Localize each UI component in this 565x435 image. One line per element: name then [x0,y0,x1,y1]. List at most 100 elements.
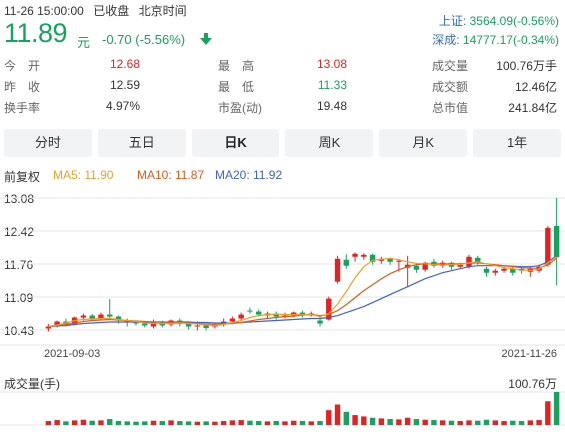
volume-bar [107,419,113,425]
volume-bar [238,420,244,425]
volume-bar [343,411,350,425]
volume-bar [177,421,183,425]
volume-bar [185,421,192,425]
volume-bar [291,420,297,425]
volume-bar [396,419,402,425]
volume-bar [317,421,323,425]
candle-body [396,260,402,262]
candle-body [203,325,209,329]
candle-body [89,315,95,319]
volume-bar [247,420,253,425]
candle-body [255,311,262,315]
adjust-mode[interactable]: 前复权 [4,170,41,184]
candle-body [185,323,192,327]
x-start-date: 2021-09-03 [44,348,101,360]
volume-bar [457,421,463,425]
arrow-down-icon [200,33,212,45]
index-value: 14777.17(-0.34%) [462,33,559,47]
volume-bar [448,420,455,425]
stat-value-market-cap: 241.84亿 [508,101,557,115]
stat-label-market-cap: 总市值 [432,101,469,115]
candle-body [238,314,244,319]
candle-body [387,258,393,262]
stat-label-prev-close: 昨 收 [4,80,41,94]
candle-body [107,314,113,317]
stat-label-amount: 成交额 [432,80,469,94]
stat-label-open: 今 开 [4,59,41,73]
candle-body [54,321,60,326]
volume-bar [133,421,139,425]
volume-bar [553,392,560,425]
candle-body [247,310,253,312]
volume-max-label: 100.76万 [508,377,557,391]
tab-weekly-k[interactable]: 周K [285,129,374,157]
candle-body [229,318,236,322]
volume-bar [45,421,52,425]
candle-body [466,256,472,267]
volume-bar [63,421,69,425]
ma20-line [48,255,557,328]
candle-body [326,298,332,320]
tab-monthly-k[interactable]: 月K [379,129,468,157]
tab-daily-k[interactable]: 日K [191,129,280,157]
candle-body [413,265,420,270]
volume-bar [334,404,341,425]
candle-body [369,254,376,262]
stat-label-pe: 市盈(动) [218,101,262,115]
candle-body [492,270,498,273]
stat-label-high: 最 高 [218,59,255,73]
volume-bar [352,415,358,425]
volume-bar [142,421,148,425]
volume-bar [150,420,157,425]
candle-body [334,258,341,282]
volume-bar [194,421,201,425]
candle-body [475,257,481,262]
stat-value-prev-close: 12.59 [109,78,140,92]
ma5-line [48,256,557,328]
volume-bar [282,421,288,425]
stat-label-low: 最 低 [218,80,255,94]
volume-bar [124,421,130,425]
volume-bar [89,420,95,425]
volume-bar [308,421,314,425]
tab-intraday[interactable]: 分时 [4,129,92,157]
y-tick-label: 12.42 [4,225,35,239]
index-shanghai[interactable]: 上证: 3564.09(-0.56%) [439,12,559,29]
ma5-legend: MA5: 11.90 [53,168,114,182]
volume-bar [54,420,60,425]
volume-bar [466,420,472,425]
candle-body [98,314,104,319]
volume-bar [98,420,104,425]
index-name: 上证: [438,14,467,28]
volume-bar [518,421,525,425]
stat-value-open: 12.68 [109,57,140,71]
volume-bar [483,419,490,425]
tab-one-year[interactable]: 1年 [473,129,561,157]
market-status: 已收盘 [93,4,130,18]
volume-bar [80,419,87,425]
volume-bar [220,421,227,425]
candle-body [422,262,428,270]
volume-bar [510,420,516,425]
stat-value-pe: 19.48 [316,99,347,113]
volume-bar [264,421,271,425]
candle-body [501,268,507,271]
candle-body [317,320,323,324]
y-tick-label: 11.76 [4,258,34,272]
y-tick-label: 10.43 [4,324,35,338]
volume-bar [115,421,122,425]
candle-body [273,313,279,317]
stat-value-low: 11.33 [317,78,347,92]
stat-value-high: 13.08 [316,57,347,71]
index-shenzhen[interactable]: 深成: 14777.17(-0.34%) [432,31,559,48]
ma20-legend: MA20: 11.92 [215,168,283,182]
volume-bar [361,416,367,425]
volume-bar [536,420,542,425]
candle-body [352,253,358,257]
stat-label-turnover: 换手率 [4,101,41,115]
tab-five-day[interactable]: 五日 [97,129,186,157]
status-line: 11-26 15:00:00 已收盘 北京时间 [4,2,193,19]
volume-bar [413,419,420,425]
candle-body [133,322,139,324]
